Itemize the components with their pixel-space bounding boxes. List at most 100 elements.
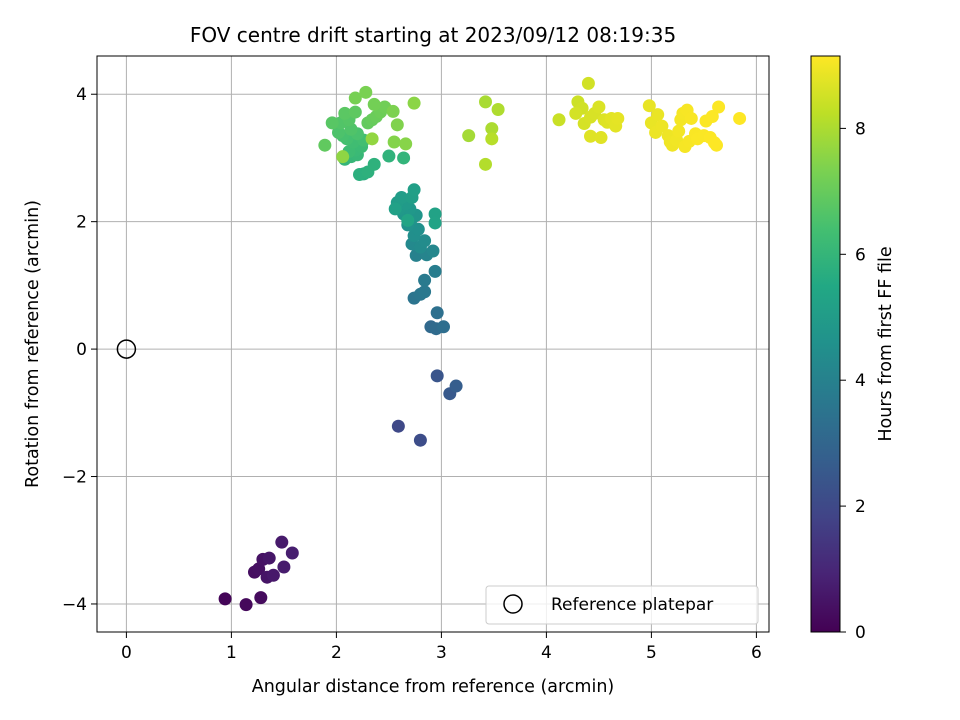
data-point — [277, 560, 291, 574]
data-point — [418, 273, 432, 287]
data-point — [262, 551, 276, 565]
data-point — [733, 111, 747, 125]
colorbar-tick-label: 6 — [855, 245, 866, 265]
data-point — [382, 149, 396, 163]
colorbar: 0 2 4 6 8 Hours from first FF file — [810, 55, 896, 643]
data-point — [584, 129, 597, 143]
data-point — [391, 419, 405, 433]
data-point — [437, 320, 450, 334]
colorbar-tick-label: 2 — [855, 497, 866, 517]
data-point — [485, 122, 499, 136]
x-tick-label: 0 — [121, 643, 132, 663]
y-tick-label: 0 — [76, 340, 87, 360]
colorbar-gradient — [810, 55, 841, 633]
data-point — [401, 213, 415, 227]
data-point — [449, 379, 463, 393]
data-point — [390, 118, 404, 132]
data-point — [479, 157, 492, 171]
data-point — [569, 106, 583, 120]
x-axis-label: Angular distance from reference (arcmin) — [252, 677, 615, 697]
y-axis-label: Rotation from reference (arcmin) — [23, 200, 43, 488]
data-point — [611, 111, 625, 125]
data-point — [491, 103, 505, 117]
chart-title: FOV centre drift starting at 2023/09/12 … — [190, 23, 676, 47]
data-point — [387, 135, 401, 149]
grid-lines — [97, 56, 769, 632]
x-tick-label: 4 — [541, 643, 552, 663]
data-point — [266, 568, 280, 582]
data-point — [254, 591, 268, 605]
x-tick-label: 5 — [646, 643, 657, 663]
data-point — [239, 598, 253, 612]
y-tick-label: 4 — [76, 85, 87, 105]
data-point — [594, 131, 608, 145]
data-point — [592, 100, 606, 114]
data-point — [705, 110, 719, 124]
data-point — [411, 222, 425, 236]
data-point — [397, 151, 411, 165]
data-points — [218, 76, 747, 612]
data-point — [428, 264, 442, 278]
colorbar-label: Hours from first FF file — [876, 246, 896, 441]
x-tick-label: 6 — [751, 643, 762, 663]
data-point — [581, 76, 595, 90]
data-point — [407, 183, 421, 197]
data-point — [348, 91, 362, 105]
data-point — [367, 157, 381, 171]
reference-platepar-marker — [116, 339, 137, 359]
y-tick-label: −4 — [62, 595, 87, 615]
legend-entry-reference: Reference platepar — [551, 595, 713, 615]
data-point — [479, 95, 492, 109]
legend: Reference platepar — [485, 585, 759, 625]
x-tick-label: 2 — [331, 643, 342, 663]
data-point — [426, 244, 440, 258]
data-point — [285, 546, 299, 560]
legend-box — [485, 585, 759, 625]
data-point — [338, 106, 352, 120]
data-point — [399, 137, 413, 151]
data-point — [655, 119, 669, 133]
data-point — [418, 234, 432, 248]
data-point — [395, 190, 408, 204]
data-point — [707, 136, 721, 150]
data-point — [413, 433, 427, 447]
x-axis-ticks: 0 1 2 3 4 5 6 — [121, 632, 762, 663]
data-point — [418, 285, 432, 299]
data-point — [336, 150, 350, 164]
data-point — [485, 132, 499, 146]
colorbar-ticks: 0 2 4 6 8 — [840, 119, 866, 643]
data-point — [386, 104, 400, 118]
data-point — [275, 535, 289, 549]
data-point — [642, 99, 656, 113]
legend-marker-icon — [503, 594, 523, 614]
data-point — [462, 129, 476, 143]
data-point — [407, 96, 421, 110]
data-point — [218, 592, 232, 606]
plot-frame — [96, 55, 770, 633]
data-point — [428, 207, 442, 221]
y-tick-label: −2 — [62, 468, 87, 488]
x-tick-label: 1 — [226, 643, 237, 663]
y-axis-ticks: −4 −2 0 2 4 — [62, 85, 97, 615]
y-tick-label: 2 — [76, 213, 87, 233]
colorbar-tick-label: 0 — [855, 623, 866, 643]
data-point — [430, 369, 444, 383]
data-point — [348, 105, 362, 119]
data-point — [325, 116, 339, 130]
data-point — [712, 100, 726, 114]
data-point — [430, 306, 444, 320]
data-point — [359, 85, 373, 99]
data-point — [428, 216, 442, 230]
data-point — [651, 108, 665, 122]
data-point — [552, 113, 566, 127]
x-tick-label: 3 — [436, 643, 447, 663]
colorbar-tick-label: 4 — [855, 371, 866, 391]
colorbar-tick-label: 8 — [855, 119, 866, 139]
data-point — [672, 124, 686, 138]
data-point — [365, 132, 379, 146]
data-point — [388, 202, 402, 216]
data-point — [684, 111, 698, 125]
data-point — [318, 138, 332, 152]
data-point — [367, 97, 381, 111]
